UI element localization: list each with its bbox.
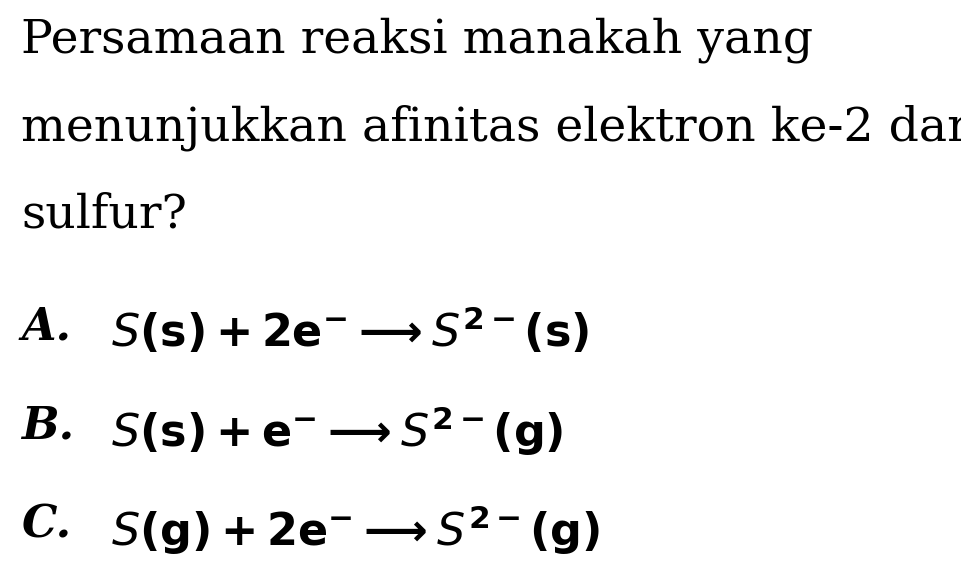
Text: $\mathbf{\mathit{S}(g) + 2e^{-}{\longrightarrow}\mathit{S}^{2-}(g)}$: $\mathbf{\mathit{S}(g) + 2e^{-}{\longrig…: [111, 504, 599, 558]
Text: sulfur?: sulfur?: [21, 192, 186, 238]
Text: A.: A.: [21, 306, 71, 349]
Text: Persamaan reaksi manakah yang: Persamaan reaksi manakah yang: [21, 17, 812, 63]
Text: $\mathbf{\mathit{S}(s) + e^{-}{\longrightarrow}\mathit{S}^{2-}(g)}$: $\mathbf{\mathit{S}(s) + e^{-}{\longrigh…: [111, 405, 562, 458]
Text: B.: B.: [21, 405, 74, 448]
Text: menunjukkan afinitas elektron ke-2 dari: menunjukkan afinitas elektron ke-2 dari: [21, 105, 961, 151]
Text: C.: C.: [21, 504, 71, 547]
Text: $\mathbf{\mathit{S}(s) + 2e^{-}{\longrightarrow}\mathit{S}^{2-}(s)}$: $\mathbf{\mathit{S}(s) + 2e^{-}{\longrig…: [111, 306, 588, 356]
